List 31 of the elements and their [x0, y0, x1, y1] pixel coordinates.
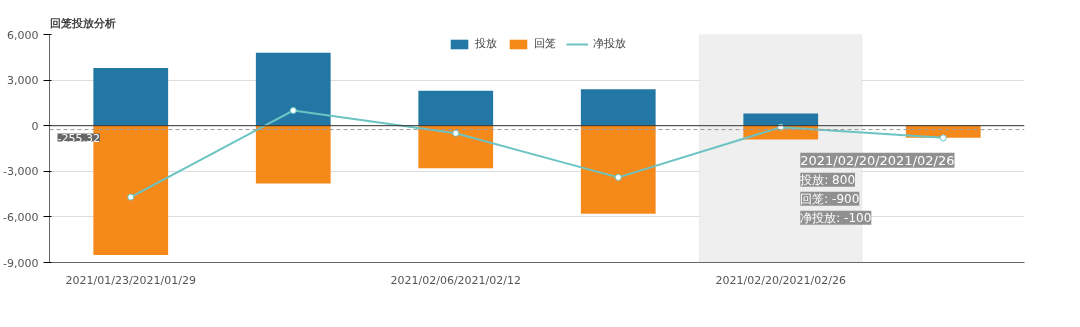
y-tick-label: 6,000 — [7, 28, 39, 42]
point — [289, 107, 297, 114]
bar — [580, 125, 656, 214]
bar — [255, 52, 331, 126]
annotation: 回笼: -900 — [800, 191, 860, 206]
bar — [93, 67, 169, 126]
annotation: 净投放: -100 — [800, 210, 872, 225]
bar — [255, 125, 331, 184]
legend-label: 回笼 — [533, 36, 556, 51]
legend-label: 投放 — [474, 36, 497, 51]
y-tick-label: 0 — [31, 119, 39, 133]
x-tick-label: 2021/01/23/2021/01/29 — [65, 273, 197, 287]
x-tick-label: 2021/02/20/2021/02/26 — [715, 273, 847, 287]
annotation: 投放: 800 — [799, 172, 856, 187]
y-tick-label: -9,000 — [3, 256, 39, 270]
bar — [580, 89, 656, 126]
bar — [743, 113, 819, 126]
bar — [418, 125, 494, 169]
point — [614, 173, 622, 181]
point — [939, 134, 947, 142]
point — [452, 129, 460, 137]
point — [127, 193, 135, 201]
y-tick-label: -6,000 — [3, 210, 39, 224]
legend-label: 净投放 — [592, 36, 626, 51]
y-tick-label: -3,000 — [3, 165, 39, 179]
annotation: 2021/02/20/2021/02/26 — [800, 152, 955, 168]
y-tick-label: 3,000 — [7, 74, 39, 88]
chart-title: 回笼投放分析 — [49, 16, 116, 30]
x-tick-label: 2021/02/06/2021/02/12 — [390, 273, 522, 287]
ref-line-label: -255.32 — [57, 131, 100, 145]
bar — [418, 90, 494, 126]
